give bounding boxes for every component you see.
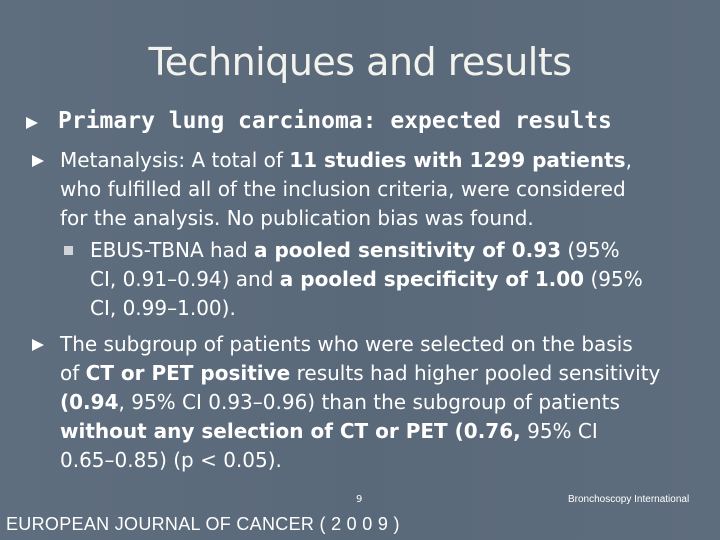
- text-run: EBUS-TBNA had: [90, 238, 254, 262]
- bold-run: a pooled specificity of 1.00: [279, 267, 585, 291]
- bullet-2-line-1: The subgroup of patients who were select…: [60, 332, 633, 356]
- text-run: , 95% CI 0.93–0.96) than the subgroup of…: [118, 390, 620, 414]
- bullet-2-line-4: without any selection of CT or PET (0.76…: [60, 417, 598, 446]
- bullet-2-line-2: of CT or PET positive results had higher…: [60, 359, 660, 388]
- sub-bullet-line-3: CI, 0.99–1.00).: [90, 296, 236, 320]
- arrow-bullet-icon: [32, 155, 44, 167]
- square-bullet-icon: [64, 246, 73, 255]
- text-run: 95% CI: [520, 419, 598, 443]
- arrow-bullet-icon: [26, 117, 38, 129]
- sub-bullet-line-2: CI, 0.91–0.94) and a pooled specificity …: [90, 265, 643, 294]
- section-heading: Primary lung carcinoma: expected results: [58, 108, 612, 134]
- text-run: of: [60, 361, 86, 385]
- sub-bullet-line-1: EBUS-TBNA had a pooled sensitivity of 0.…: [90, 236, 620, 265]
- bold-run: a pooled sensitivity of 0.93: [254, 238, 562, 262]
- bullet-2-line-3: (0.94, 95% CI 0.93–0.96) than the subgro…: [60, 388, 620, 417]
- bullet-1-line-1: Metanalysis: A total of 11 studies with …: [60, 146, 632, 175]
- journal-citation: EUROPEAN JOURNAL OF CANCER ( 2 0 0 9 ): [6, 514, 400, 534]
- bold-run: 11 studies with 1299 patients: [289, 148, 626, 172]
- bullet-1-line-3: for the analysis. No publication bias wa…: [60, 206, 534, 230]
- text-run: (95%: [561, 238, 620, 262]
- bold-run: without any selection of CT or PET (0.76…: [60, 419, 521, 443]
- text-run: (95%: [584, 267, 643, 291]
- text-run: Metanalysis: A total of: [60, 148, 290, 172]
- bold-run: (0.94: [60, 390, 119, 414]
- bold-run: CT or PET positive: [85, 361, 291, 385]
- arrow-bullet-icon: [32, 339, 44, 351]
- page-number: 9: [356, 494, 363, 505]
- text-run: CI, 0.91–0.94) and: [90, 267, 280, 291]
- text-run: ,: [625, 148, 632, 172]
- text-run: results had higher pooled sensitivity: [290, 361, 661, 385]
- bullet-1-line-2: who fulfilled all of the inclusion crite…: [60, 177, 626, 201]
- bullet-2-line-5: 0.65–0.85) (p < 0.05).: [60, 448, 282, 472]
- footer-brand: Bronchoscopy International: [568, 494, 690, 505]
- slide-title: Techniques and results: [148, 40, 572, 84]
